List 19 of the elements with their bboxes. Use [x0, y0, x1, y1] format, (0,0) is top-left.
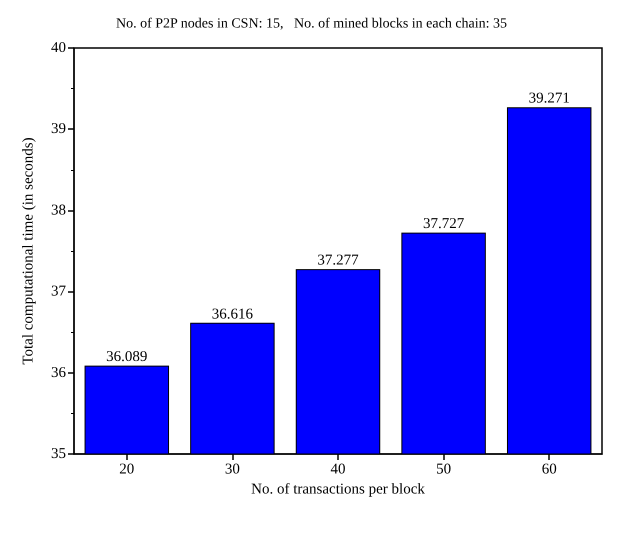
y-tick-label: 40 [51, 40, 66, 56]
x-tick-label: 60 [542, 462, 557, 478]
y-axis-title: Total computational time (in seconds) [20, 137, 36, 365]
data-label: 37.727 [422, 216, 465, 232]
y-tick-label: 39 [51, 121, 66, 138]
x-tick-label: 30 [224, 462, 240, 478]
data-label: 37.277 [317, 252, 360, 269]
chart-title: No. of P2P nodes in CSN: 15, No. of mined blocks in each chain: 35 [116, 16, 508, 32]
y-tick-label: 37 [51, 284, 66, 300]
y-tick-label: 38 [51, 202, 66, 218]
y-tick-label: 36 [51, 364, 66, 381]
data-label: 36.616 [212, 306, 254, 322]
y-tick-label: 35 [51, 446, 66, 462]
data-label: 36.089 [106, 349, 148, 366]
x-axis-title: No. of transactions per block [251, 482, 426, 498]
data-label: 39.271 [528, 90, 570, 107]
x-tick-label: 40 [330, 462, 346, 478]
x-tick-label: 20 [119, 462, 134, 478]
x-tick-label: 50 [436, 462, 452, 478]
